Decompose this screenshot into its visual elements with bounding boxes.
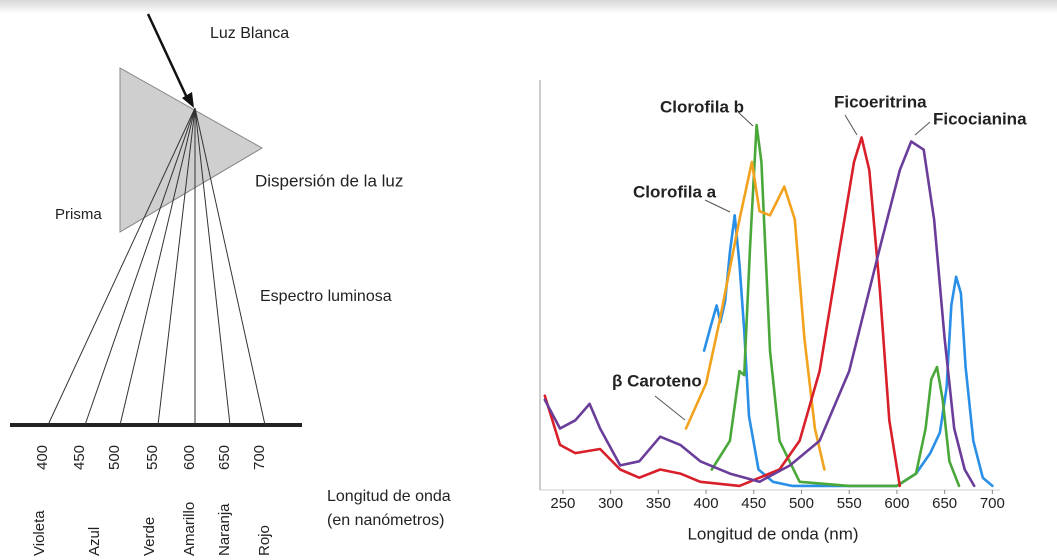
leader-line	[915, 122, 930, 135]
x-tick-label: 450	[741, 495, 766, 512]
series-label: Clorofila a	[633, 182, 717, 201]
wavelength-label: 600	[181, 445, 198, 470]
series-label: Ficocianina	[933, 109, 1027, 128]
wavelength-label: 500	[106, 445, 123, 470]
x-tick-label: 300	[598, 495, 623, 512]
x-tick-label: 400	[694, 495, 719, 512]
figure: Luz Blanca Prisma Dispersión de la luz E…	[0, 0, 1057, 560]
spectra-chart: 250 300 350 400 450 500 550 600 650 700 Clorofila …	[545, 92, 1027, 511]
spectrum-curve	[704, 215, 992, 486]
wavelength-label: 550	[144, 445, 161, 470]
leader-line	[845, 115, 857, 135]
color-label: Violeta	[31, 510, 48, 556]
wavelength-label: 400	[34, 445, 51, 470]
color-label: Amarillo	[181, 502, 198, 556]
wavelength-label: 450	[71, 445, 88, 470]
leader-line	[705, 200, 730, 212]
x-tick-label: 500	[789, 495, 814, 512]
color-label: Azul	[86, 527, 103, 556]
x-tick-label: 700	[980, 495, 1005, 512]
x-tick-label: 250	[550, 495, 575, 512]
x-axis-title: Longitud de onda (nm)	[687, 524, 858, 543]
series-label: Ficoeritrina	[834, 92, 927, 111]
spectrum-label: Espectro luminosa	[260, 288, 392, 305]
color-label: Naranja	[216, 503, 233, 556]
x-tick-label: 650	[932, 495, 957, 512]
wavelength-scale: 400 450 500 550 600 650 700 Violeta Azul Verde Ama…	[31, 445, 273, 556]
wavelength-label: 700	[251, 445, 268, 470]
x-tick-label: 550	[837, 495, 862, 512]
top-shade	[0, 0, 1057, 14]
prism	[120, 68, 262, 232]
leader-line	[655, 396, 685, 420]
spectrum-curve	[545, 142, 974, 486]
scale-unit: (en nanómetros)	[327, 512, 444, 529]
x-tick-label: 350	[646, 495, 671, 512]
scale-title: Longitud de onda	[327, 488, 451, 505]
wavelength-label: 650	[216, 445, 233, 470]
color-label: Rojo	[256, 525, 273, 556]
series-label: Clorofila b	[660, 97, 744, 116]
series-label: β Caroteno	[612, 371, 702, 390]
x-tick-label: 600	[884, 495, 909, 512]
color-label: Verde	[141, 517, 158, 556]
light-label: Luz Blanca	[210, 25, 289, 42]
prism-label: Prisma	[55, 206, 102, 223]
dispersion-label: Dispersión de la luz	[255, 171, 403, 190]
